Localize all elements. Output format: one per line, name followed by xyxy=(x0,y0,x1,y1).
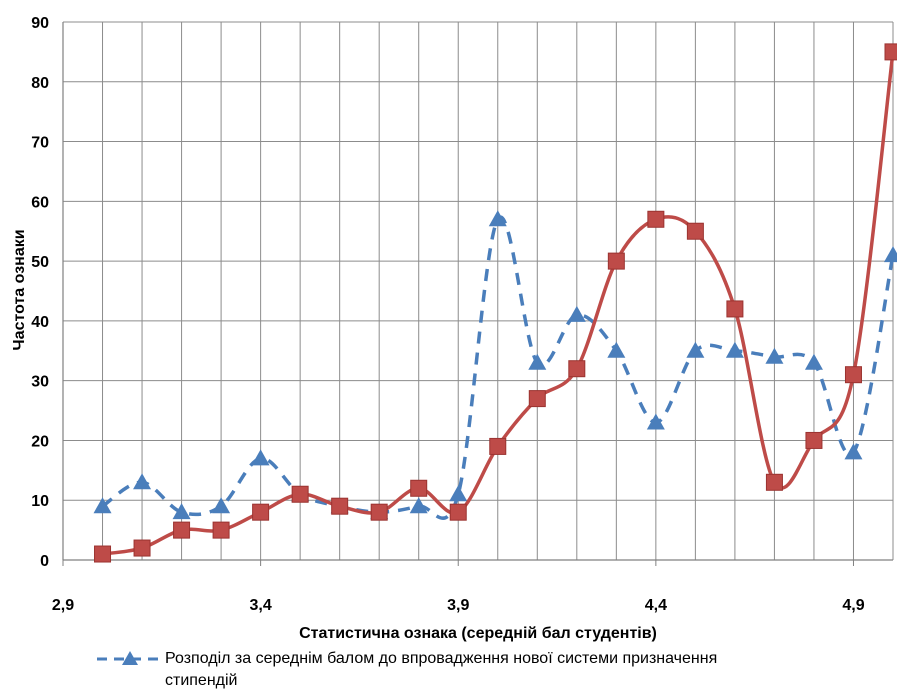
y-tick-label: 60 xyxy=(31,194,49,211)
data-point-square xyxy=(331,497,349,515)
data-point-square xyxy=(607,252,625,270)
data-point-square xyxy=(410,479,428,497)
y-tick-label: 80 xyxy=(31,75,49,92)
data-point-triangle xyxy=(449,485,468,502)
x-tick-label: 4,4 xyxy=(645,597,667,614)
data-point-triangle xyxy=(686,341,705,358)
tick-labels: 0 10 20 30 40 50 60 70 80 90 2,9 3,4 3,9 4,4 4,9 xyxy=(31,15,864,614)
legend-item-series-1-continued: стипендій xyxy=(95,670,895,692)
data-point-square xyxy=(212,521,230,539)
legend-label-line1: Розподіл за середнім балом до впроваджен… xyxy=(165,650,718,667)
data-point-triangle xyxy=(409,497,428,514)
data-point-triangle xyxy=(567,305,586,322)
y-tick-label: 90 xyxy=(31,15,49,32)
legend-swatch-dashed-triangle xyxy=(97,651,163,665)
legend: Розподіл за середнім балом до впроваджен… xyxy=(95,648,895,692)
data-point-triangle xyxy=(93,497,112,514)
data-point-triangle xyxy=(133,473,152,490)
data-point-square xyxy=(568,360,586,378)
data-point-square xyxy=(94,545,112,563)
data-point-square xyxy=(686,222,704,240)
x-tick-label: 3,9 xyxy=(447,597,469,614)
y-tick-label: 40 xyxy=(31,314,49,331)
data-point-square xyxy=(449,503,467,521)
series-group xyxy=(93,43,897,563)
data-point-square xyxy=(489,437,507,455)
data-point-square xyxy=(647,210,665,228)
axes xyxy=(62,22,893,561)
data-point-triangle xyxy=(765,347,784,364)
x-tick-label: 2,9 xyxy=(52,597,74,614)
series-2 xyxy=(94,43,897,563)
data-point-triangle xyxy=(212,497,231,514)
data-point-triangle xyxy=(607,341,626,358)
y-tick-label: 30 xyxy=(31,374,49,391)
data-point-square xyxy=(884,43,897,61)
data-point-square xyxy=(291,485,309,503)
data-point-triangle xyxy=(844,443,863,460)
y-tick-label: 50 xyxy=(31,254,49,271)
data-point-square xyxy=(528,390,546,408)
data-point-triangle xyxy=(488,210,507,227)
data-point-triangle xyxy=(172,503,191,520)
legend-label-line2: стипендій xyxy=(165,672,238,689)
x-tick-label: 4,9 xyxy=(842,597,864,614)
legend-swatch-spacer xyxy=(95,670,165,692)
data-point-square xyxy=(765,473,783,491)
data-point-square xyxy=(133,539,151,557)
data-point-square xyxy=(252,503,270,521)
data-point-square xyxy=(805,431,823,449)
data-point-triangle xyxy=(646,413,665,430)
y-axis-label: Частота ознаки xyxy=(11,229,28,350)
data-point-triangle xyxy=(528,353,547,370)
y-tick-label: 20 xyxy=(31,433,49,450)
y-tick-label: 70 xyxy=(31,135,49,152)
data-point-triangle xyxy=(251,449,270,466)
y-tick-label: 10 xyxy=(31,493,49,510)
data-point-square xyxy=(370,503,388,521)
series-1 xyxy=(93,210,897,520)
data-point-triangle xyxy=(884,246,897,263)
y-tick-label: 0 xyxy=(40,553,49,570)
data-point-square xyxy=(173,521,191,539)
x-axis-label: Статистична ознака (середній бал студент… xyxy=(299,625,657,642)
data-point-square xyxy=(726,300,744,318)
data-point-triangle xyxy=(804,353,823,370)
data-point-square xyxy=(844,366,862,384)
data-point-triangle xyxy=(725,341,744,358)
x-tick-label: 3,4 xyxy=(249,597,271,614)
legend-item-series-1: Розподіл за середнім балом до впроваджен… xyxy=(95,648,895,670)
